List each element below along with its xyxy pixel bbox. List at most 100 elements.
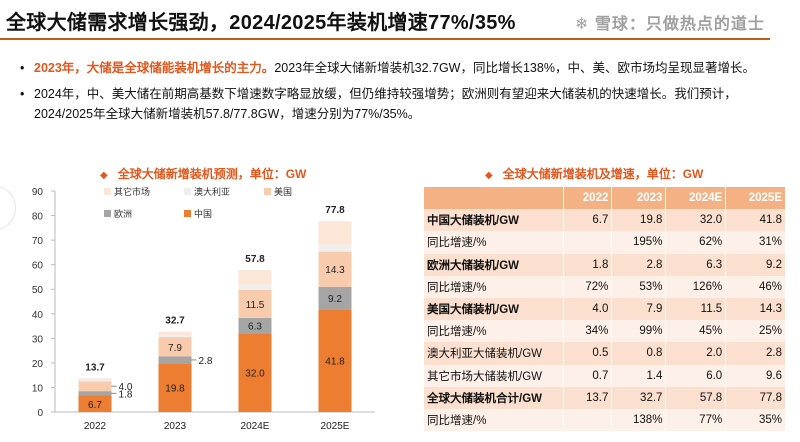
page-title: 全球大储需求增长强劲，2024/2025年装机增速77%/35% [6,12,516,34]
table-cell: 25% [725,320,786,343]
bullet-2: • 2024年，中、美大储在前期高基数下增速数字略显放缓，但仍维持较强增势；欧洲… [20,84,790,124]
data-label: 6.7 [88,400,102,411]
table-cell: 126% [665,275,727,298]
legend-label: 中国 [194,208,212,219]
y-tick-label: 70 [32,236,44,247]
table-row: 中国大储装机/GW 6.7 19.8 32.0 41.8 [424,209,786,232]
y-tick-label: 50 [32,285,44,296]
table-cell: 2.0 [665,342,727,365]
data-label: 14.3 [325,265,345,276]
table-cell: 35% [725,408,786,432]
table-cell: 14.3 [725,297,786,321]
data-label: 1.8 [119,389,133,400]
row-label: 同比增速/% [424,320,564,343]
y-tick-label: 40 [32,310,44,321]
column-header: 2023 [611,187,667,210]
data-label: 6.3 [248,322,262,333]
table-cell: 11.5 [665,297,727,321]
row-label: 同比增速/% [424,231,564,254]
y-tick-label: 60 [32,261,44,272]
table-row: 同比增速/% 72% 53% 126% 46% [424,275,786,298]
bar-segment-中国 [158,363,192,412]
table-row: 澳大利亚大储装机/GW 0.5 0.8 2.0 2.8 [424,342,786,365]
table-cell: 13.7 [563,386,613,409]
table-cell: 34% [563,320,613,343]
data-label: 7.9 [168,343,182,354]
chart-title: ◆ 全球大储新增装机预测，单位：GW [100,167,307,181]
table-cell: 77% [665,408,727,432]
bullet-dot: • [20,87,25,101]
table-cell: 4.0 [563,297,613,321]
bar-segment-其它市场 [238,270,272,285]
data-label: 19.8 [165,384,185,395]
y-tick-label: 90 [32,187,44,198]
row-label: 其它市场大储装机/GW [424,364,564,387]
table-title: ◆ 全球大储新增装机及增速，单位：GW [485,167,704,181]
y-tick-label: 20 [32,359,44,370]
data-label: 11.5 [246,300,265,311]
bar-segment-美国 [78,381,112,392]
legend-swatch [104,210,111,217]
bar-segment-中国 [238,333,272,412]
y-tick-label: 0 [37,408,43,419]
x-tick-label: 2022 [84,421,107,432]
data-label: 4.0 [119,382,133,393]
table-row: 同比增速/% 34% 99% 45% 25% [424,320,786,343]
table-cell: 138% [611,408,667,432]
table-cell: 0.5 [563,342,613,365]
data-label: 32.0 [245,369,265,380]
x-tick-label: 2025E [321,421,350,432]
table-cell: 45% [665,320,727,343]
table-cell: 0.8 [611,342,667,365]
total-label: 32.7 [165,316,185,327]
table-cell [563,231,613,254]
bar-segment-美国 [318,251,352,287]
table-row: 同比增速/% 138% 77% 35% [424,408,786,432]
table-cell: 0.7 [563,364,613,387]
table-cell: 62% [665,231,727,254]
bar-segment-澳大利亚 [78,380,112,382]
legend-swatch [104,188,111,195]
table-cell: 41.8 [725,209,786,232]
table-cell [563,408,613,432]
row-label: 澳大利亚大储装机/GW [424,342,564,365]
table-cell: 57.8 [665,386,727,409]
column-header: 2025E [725,187,786,210]
table-cell: 32.0 [665,209,727,232]
bullet-text: 2024年，中、美大储在前期高基数下增速数字略显放缓，但仍维持较强增势；欧洲则有… [34,87,737,121]
data-label: 9.2 [328,294,342,305]
table-cell: 72% [563,275,613,298]
table-row: 欧洲大储装机/GW 1.8 2.8 6.3 9.2 [424,253,786,276]
bullet-dot: • [20,61,25,75]
table-cell: 53% [611,275,667,298]
bar-segment-欧洲 [78,391,112,396]
bar-segment-美国 [158,337,192,357]
watermark: ❄ 雪球：只做热点的道士 [575,16,765,33]
table-row: 美国大储装机/GW 4.0 7.9 11.5 14.3 [424,297,786,321]
table-cell: 99% [611,320,667,343]
bullet-text: 2023年全球大储新增装机32.7GW，同比增长138%，中、美、欧市场均呈现显… [274,61,755,75]
bar-segment-欧洲 [158,356,192,364]
table-cell: 6.0 [665,364,727,387]
data-label: 41.8 [325,357,345,368]
table-cell: 195% [611,231,667,254]
table-cell: 1.4 [611,364,667,387]
table-cell: 6.3 [665,253,727,276]
table-cell: 1.8 [563,253,613,276]
legend-label: 澳大利亚 [194,186,230,197]
bar-segment-美国 [238,289,272,318]
legend-swatch [184,210,191,217]
title-divider [0,38,770,40]
table-cell: 2.8 [725,342,786,365]
row-label: 美国大储装机/GW [424,297,564,321]
table-cell: 2.8 [611,253,667,276]
row-label: 中国大储装机/GW [424,209,564,232]
table-cell: 32.7 [611,386,667,409]
table-cell: 31% [725,231,786,254]
table-cell: 19.8 [611,209,667,232]
bar-segment-其它市场 [78,378,112,381]
data-table: 2022 2023 2024E 2025E 中国大储装机/GW 6.7 19.8 32.0 4… [424,187,786,432]
bar-segment-欧洲 [238,317,272,334]
legend-label: 美国 [274,186,292,197]
column-header: 2024E [665,187,727,210]
